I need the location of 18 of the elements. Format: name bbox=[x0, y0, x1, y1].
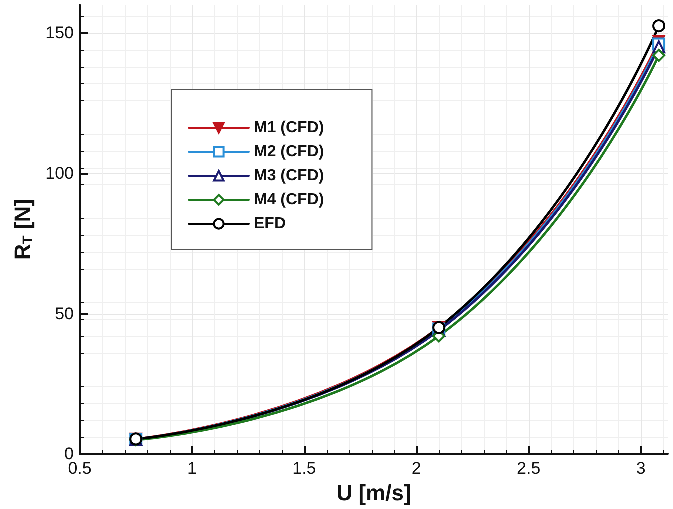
point bbox=[652, 20, 666, 33]
y-tick-label: 150 bbox=[46, 24, 74, 43]
point bbox=[652, 49, 666, 62]
x-axis-title: U [m/s] bbox=[336, 480, 412, 506]
legend-label: EFD bbox=[254, 216, 286, 232]
x-tick-label: 2 bbox=[412, 459, 422, 478]
x-tick-label: 1 bbox=[187, 459, 197, 478]
x-tick-label: 0.5 bbox=[68, 459, 92, 478]
legend-label: M2 (CFD) bbox=[254, 144, 324, 160]
x-tick-label: 3 bbox=[636, 459, 646, 478]
x-tick-label: 1.5 bbox=[292, 459, 316, 478]
y-tick-label: 100 bbox=[46, 164, 74, 183]
x-tick-label: 2.5 bbox=[517, 459, 541, 478]
y-tick-label: 50 bbox=[55, 304, 74, 324]
legend-label: M3 (CFD) bbox=[254, 168, 324, 184]
legend-label: M4 (CFD) bbox=[254, 192, 324, 208]
y-axis-title: RT [N] bbox=[10, 199, 36, 260]
legend-label: M1 (CFD) bbox=[254, 120, 324, 136]
